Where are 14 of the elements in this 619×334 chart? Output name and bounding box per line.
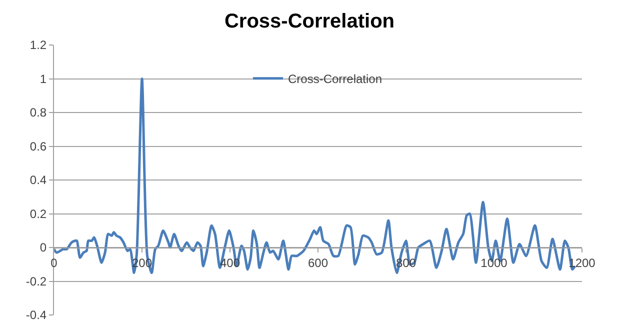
y-tick-label: 0.8 — [30, 106, 47, 120]
y-tick-label: 0.6 — [30, 139, 47, 154]
y-tick-label: 0 — [40, 240, 47, 255]
x-tick-label: 1000 — [480, 256, 508, 270]
x-tick-label: 600 — [308, 256, 328, 270]
y-tick-label: 0.4 — [30, 173, 47, 188]
chart-title: Cross-Correlation — [224, 10, 395, 32]
y-tick-label: -0.4 — [26, 308, 47, 322]
x-tick-label: 0 — [50, 256, 58, 270]
legend-label: Cross-Correlation — [288, 72, 382, 86]
y-tick-label: 0.2 — [30, 206, 47, 221]
y-tick-label: 1.2 — [30, 38, 47, 52]
y-tick-label: 1 — [40, 72, 47, 86]
y-tick-label: -0.2 — [26, 274, 47, 288]
